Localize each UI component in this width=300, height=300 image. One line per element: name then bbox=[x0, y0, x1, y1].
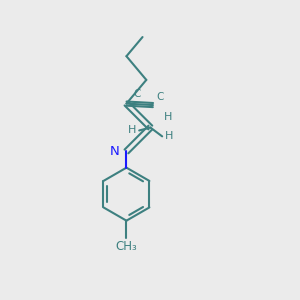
Text: H: H bbox=[165, 131, 173, 141]
Text: CH₃: CH₃ bbox=[116, 240, 137, 253]
Text: H: H bbox=[164, 112, 172, 122]
Text: C: C bbox=[157, 92, 164, 101]
Text: H: H bbox=[128, 125, 136, 136]
Text: C: C bbox=[134, 89, 141, 99]
Text: N: N bbox=[110, 145, 120, 158]
